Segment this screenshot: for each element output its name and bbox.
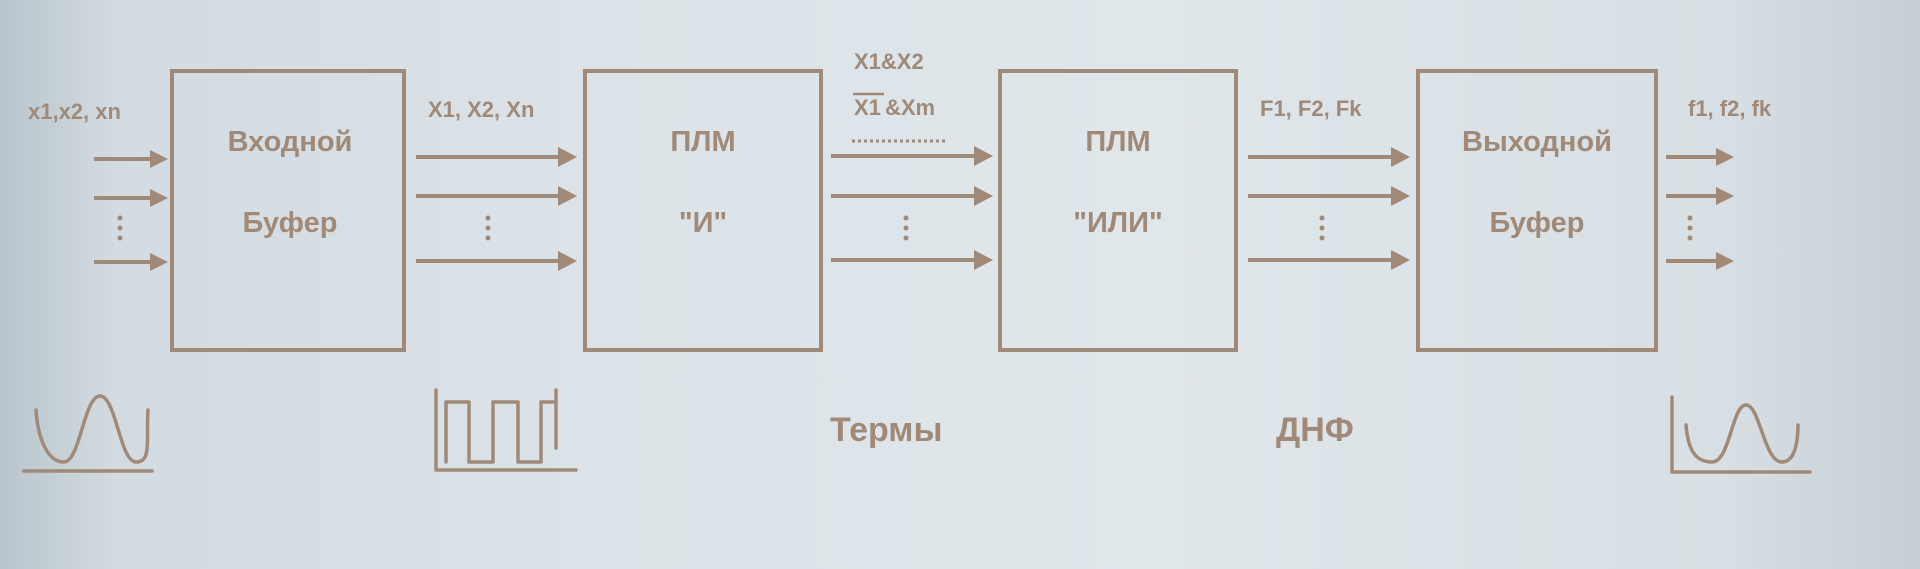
buffered-ellipsis-icon: [485, 215, 491, 241]
analog-input-waveform-icon: [22, 394, 154, 473]
buffered-arrows: [416, 147, 577, 271]
plm-and-label-line1: ПЛМ: [670, 126, 735, 158]
plm-and-frame: [583, 69, 823, 352]
buffered-signals-label: X1, X2, Xn: [428, 97, 534, 122]
output-ellipsis-icon: [1687, 215, 1693, 241]
output-buffer-frame: [1416, 69, 1658, 352]
output-signals-label: f1, f2, fk: [1688, 96, 1772, 121]
term-ellipsis-icon: [903, 215, 909, 241]
plm-or-frame: [998, 69, 1238, 352]
terms-remainder: &Xm: [885, 95, 935, 120]
analog-output-waveform-icon: [1670, 395, 1812, 474]
output-buffer-label-line2: Буфер: [1489, 207, 1584, 239]
input-buffer-label-line2: Буфер: [242, 207, 337, 239]
input-buffer-frame: [170, 69, 406, 352]
output-buffer-label-line1: Выходной: [1462, 126, 1612, 158]
terms-negated-variable: X1: [854, 95, 881, 120]
function-arrows: [1248, 147, 1410, 270]
plm-and-label-line2: "И": [679, 207, 727, 239]
plm-or-label-line1: ПЛМ: [1085, 126, 1150, 158]
plm-or-label-line2: "ИЛИ": [1073, 207, 1163, 239]
output-buffer-block: Выходной Буфер: [1416, 69, 1658, 352]
digital-waveform-icon: [434, 388, 578, 472]
input-ellipsis-icon: [117, 215, 123, 241]
output-arrows: [1666, 148, 1734, 270]
input-buffer-block: Входной Буфер: [170, 69, 406, 352]
term-arrows: [831, 139, 993, 270]
input-buffer-label-line1: Входной: [228, 126, 353, 158]
function-signals-label: F1, F2, Fk: [1260, 96, 1362, 121]
input-arrows: [94, 150, 168, 271]
terms-label-line2: X1 &Xm: [853, 92, 935, 120]
function-ellipsis-icon: [1319, 215, 1325, 241]
plm-and-block: ПЛМ "И": [583, 69, 823, 352]
dnf-annotation: ДНФ: [1276, 411, 1354, 449]
terms-label-line1: X1&X2: [854, 49, 924, 74]
plm-or-block: ПЛМ "ИЛИ": [998, 69, 1238, 352]
input-signals-label: x1,x2, xn: [28, 99, 121, 124]
terms-annotation: Термы: [830, 411, 943, 449]
